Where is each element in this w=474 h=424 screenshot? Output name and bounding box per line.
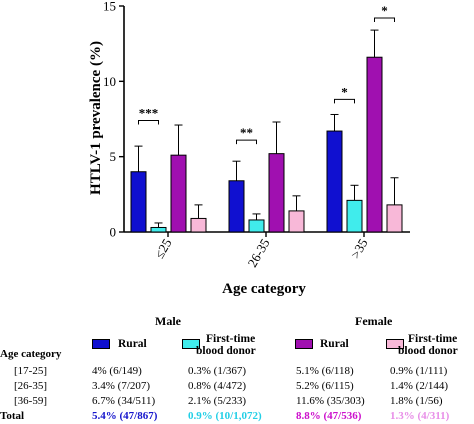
- significance-label: **: [240, 125, 253, 140]
- significance-label: ***: [139, 106, 159, 121]
- row-cell: 4% (6/149): [92, 365, 142, 377]
- legend-male-donor-line2: blood donor: [196, 345, 256, 357]
- row-cell: 1.4% (2/144): [390, 380, 449, 392]
- x-axis-title: Age category: [222, 281, 306, 297]
- significance-bracket: [236, 139, 257, 145]
- male-header: Male: [155, 314, 181, 328]
- legend-female-rural: Rural: [320, 338, 349, 350]
- bar: [130, 171, 147, 233]
- bar: [386, 204, 403, 233]
- significance-label: *: [341, 84, 348, 99]
- y-axis-title: HTLV-1 prevalence (%): [88, 41, 104, 195]
- bar: [170, 154, 187, 233]
- bar: [190, 217, 207, 233]
- legend-female-donor-line2: blood donor: [398, 345, 458, 357]
- legend-male-donor-line1: First-time: [206, 333, 256, 345]
- row-cell: 6.7% (34/511): [92, 395, 156, 407]
- total-female-rural: 8.8% (47/536): [296, 410, 362, 422]
- y-tick-label: 10: [103, 74, 116, 89]
- significance-bracket: [334, 98, 355, 104]
- bar: [326, 130, 343, 233]
- significance-bracket: [138, 120, 159, 125]
- row-cell: 3.4% (7/207): [92, 380, 151, 392]
- y-tick-label: 15: [103, 0, 116, 14]
- row-label: [17-25]: [14, 365, 47, 377]
- x-tick-label: 26-35: [244, 236, 272, 270]
- row-cell: 2.1% (5/233): [188, 395, 247, 407]
- x-tick-label: >35: [347, 236, 370, 261]
- total-female-donor: 1.3% (4/311): [390, 410, 450, 422]
- bar: [228, 180, 245, 233]
- legend-male-rural: Rural: [118, 338, 147, 350]
- bar: [248, 219, 265, 233]
- age-category-header: Age category: [0, 348, 62, 360]
- significance-label: *: [381, 3, 388, 18]
- row-label: [36-59]: [14, 395, 47, 407]
- row-cell: 0.8% (4/472): [188, 380, 247, 392]
- legend-male-donor-swatch: [182, 339, 200, 349]
- total-label: Total: [0, 410, 25, 422]
- bar: [150, 226, 167, 233]
- legend-female-rural-swatch: [295, 339, 313, 349]
- legend-female-donor-line1: First-time: [408, 333, 458, 345]
- row-cell: 5.2% (6/115): [296, 380, 354, 392]
- y-tick-label: 5: [110, 149, 117, 164]
- female-header: Female: [355, 314, 393, 328]
- row-cell: 5.1% (6/118): [296, 365, 354, 377]
- significance-bracket: [374, 17, 395, 23]
- legend-male-rural-swatch: [92, 339, 110, 349]
- legend-female-donor-swatch: [386, 339, 404, 349]
- total-male-rural: 5.4% (47/867): [92, 410, 158, 422]
- bar: [268, 153, 285, 233]
- bar: [366, 56, 383, 233]
- prevalence-table: Male Female Rural First-time blood donor…: [0, 315, 474, 424]
- row-cell: 0.9% (1/111): [390, 365, 448, 377]
- x-tick-label: ≤25: [152, 236, 175, 261]
- row-label: [26-35]: [14, 380, 47, 392]
- total-male-donor: 0.9% (10/1,072): [188, 410, 262, 422]
- y-tick-label: 0: [110, 225, 117, 240]
- row-cell: 11.6% (35/303): [296, 395, 365, 407]
- bar: [346, 199, 363, 233]
- row-cell: 1.8% (1/56): [390, 395, 443, 407]
- bar: [288, 210, 305, 233]
- row-cell: 0.3% (1/367): [188, 365, 247, 377]
